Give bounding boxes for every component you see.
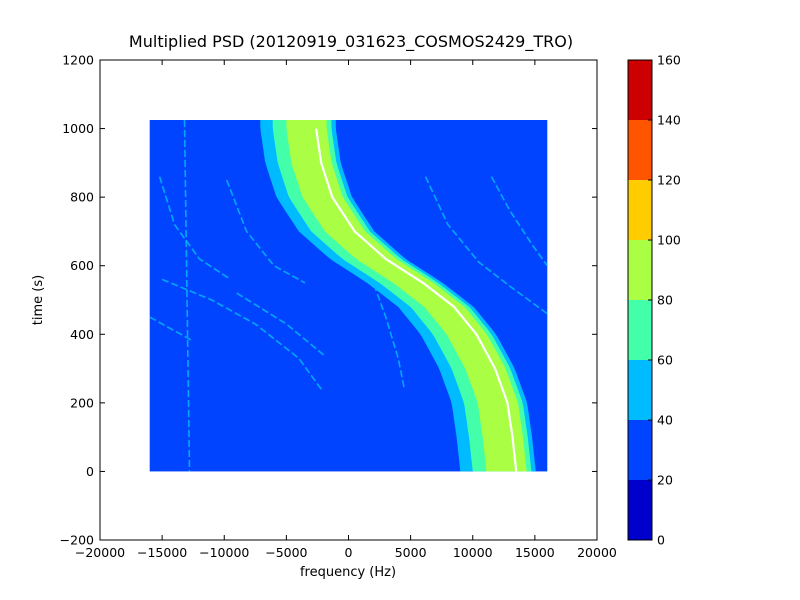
colorbar-segment: [628, 240, 652, 300]
faint-signal-line: [490, 176, 548, 267]
y-tick-label: 1200: [62, 53, 94, 68]
x-axis: −20000 −15000 −10000 −5000 0 5000 10000 15000 20…: [75, 60, 617, 560]
colorbar-tick-label: 80: [657, 293, 673, 308]
y-tick-label: 0: [86, 464, 94, 479]
x-tick-label: 10000: [453, 545, 493, 560]
y-tick-label: 200: [70, 395, 94, 410]
x-tick-label: −15000: [137, 545, 187, 560]
y-tick-label: 400: [70, 327, 94, 342]
colorbar-tick-label: 160: [657, 53, 681, 68]
colorbar-tick-label: 60: [657, 353, 673, 368]
faint-signal-line: [366, 265, 406, 390]
plot-area: [99, 59, 598, 541]
colorbar-tick-label: 100: [657, 233, 681, 248]
heatmap-layer: [149, 119, 548, 472]
colorbar: 0 20 40 60 80 100 120 140 160: [627, 53, 681, 548]
x-tick-label: 20000: [577, 545, 617, 560]
x-tick-label: 15000: [515, 545, 555, 560]
colorbar-tick-label: 40: [657, 413, 673, 428]
colorbar-tick-label: 140: [657, 113, 681, 128]
faint-signal-line: [158, 176, 231, 281]
faint-signal-line: [236, 292, 325, 356]
x-tick-label: 5000: [395, 545, 427, 560]
x-tick-label: −20000: [75, 545, 125, 560]
chart-title: Multiplied PSD (20120919_031623_COSMOS24…: [129, 32, 573, 52]
colorbar-segment: [628, 420, 652, 480]
colorbar-segment: [628, 180, 652, 240]
faint-signal-line: [161, 278, 322, 390]
colorbar-segment: [628, 120, 652, 180]
x-tick-label: 0: [345, 545, 353, 560]
faint-signal-line: [183, 119, 191, 472]
colorbar-segment: [628, 360, 652, 420]
colorbar-segment: [628, 300, 652, 360]
y-tick-label: 800: [70, 190, 94, 205]
faint-signal-line: [424, 176, 548, 315]
faint-signal-line: [225, 179, 306, 284]
signal-trace-line: [315, 128, 518, 472]
faint-signal-line: [149, 316, 194, 342]
x-tick-label: −5000: [265, 545, 307, 560]
y-tick-label: 1000: [62, 121, 94, 136]
colorbar-segment: [628, 480, 652, 540]
y-tick-label: −200: [60, 533, 94, 548]
y-axis-label: time (s): [31, 275, 46, 325]
colorbar-segment: [628, 60, 652, 120]
colorbar-tick-label: 20: [657, 473, 673, 488]
signal-band: [286, 120, 527, 472]
colorbar-tick-label: 0: [657, 533, 665, 548]
y-tick-label: 600: [70, 258, 94, 273]
colorbar-tick-label: 120: [657, 173, 681, 188]
y-axis: −200 0 200 400 600 800 1000 1200: [60, 53, 597, 548]
x-axis-label: frequency (Hz): [300, 565, 396, 580]
x-tick-label: −10000: [199, 545, 249, 560]
